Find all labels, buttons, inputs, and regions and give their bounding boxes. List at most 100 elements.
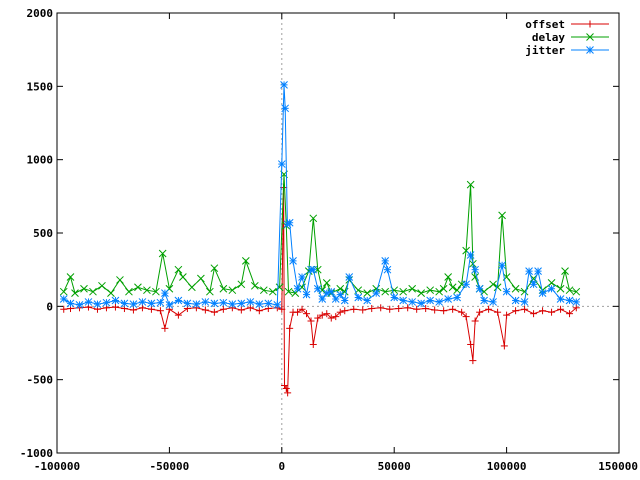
star-marker [502,287,511,296]
plus-marker [309,340,317,348]
plus-marker [557,305,565,313]
cross-marker [363,289,372,297]
star-marker [289,257,297,265]
cross-marker [466,180,475,189]
plus-marker [539,307,547,315]
star-marker [572,298,581,306]
cross-marker [498,211,506,220]
star-marker [586,46,594,54]
star-marker [511,296,520,305]
plus-marker [469,357,477,365]
plus-marker [278,305,286,313]
star-marker [525,267,533,275]
cross-marker [520,287,529,296]
plus-marker [512,307,520,315]
plus-marker [449,305,457,313]
star-marker [138,298,147,306]
star-marker [174,296,183,305]
cross-marker [66,273,75,281]
plus-marker [161,324,169,332]
cross-marker [399,287,408,296]
plus-marker [332,313,340,321]
star-marker [408,298,417,306]
cross-marker [174,265,183,274]
star-marker [264,299,273,308]
star-marker [298,273,306,281]
star-marker [565,296,574,305]
plus-marker [138,304,146,312]
cross-marker [71,289,79,297]
cross-marker [336,284,345,293]
plus-marker [458,308,466,316]
series-line-jitter [63,84,577,306]
x-tick-label: 50000 [378,460,411,473]
cross-marker [80,284,88,293]
cross-marker [241,257,250,265]
star-marker [309,265,318,274]
star-marker [129,300,138,308]
cross-marker [179,273,187,281]
star-marker [381,257,390,265]
star-marker [372,289,381,297]
star-marker [471,265,479,274]
star-marker [462,280,470,289]
plus-marker [368,305,376,313]
plus-marker [462,313,470,321]
legend-label-delay: delay [532,31,565,44]
plus-marker [282,384,290,392]
star-marker [354,293,363,302]
cross-marker [275,283,284,292]
cross-marker [439,284,448,293]
y-tick-label: 500 [33,227,53,240]
star-marker [417,299,426,308]
star-marker [538,289,547,297]
star-marker [210,299,219,308]
plus-marker [129,306,137,314]
cross-marker [284,287,293,296]
series-delay [59,170,581,297]
plus-marker [548,308,556,316]
cross-marker [143,286,151,295]
plus-marker [476,308,484,316]
plus-marker [280,382,288,390]
star-marker [228,300,237,308]
plus-marker [485,305,493,313]
zero-axes [57,13,619,453]
cross-marker [259,286,268,295]
star-marker [59,295,68,303]
star-marker [147,299,156,308]
plus-marker [60,305,68,313]
plus-marker [327,314,335,322]
series-offset [60,184,580,397]
plus-marker [341,307,349,315]
plus-marker [111,303,119,311]
star-marker [466,251,475,259]
cross-marker [228,286,237,295]
cross-marker [417,289,426,297]
plus-marker [471,317,479,325]
x-tick-label: 100000 [487,460,527,473]
star-marker [111,296,120,305]
plus-marker [210,308,218,316]
plus-marker [440,307,448,315]
star-marker [285,218,294,227]
plus-marker [284,389,292,397]
star-marker [156,298,165,307]
legend-label-offset: offset [525,18,565,31]
plus-marker [323,310,331,318]
plus-marker [503,311,511,319]
plot-frame [56,12,620,454]
cross-marker [586,33,594,41]
cross-marker [489,280,497,289]
cross-marker [250,281,259,290]
plus-marker [530,310,538,318]
star-marker [277,160,286,168]
cross-marker [188,283,196,292]
cross-marker [556,284,565,293]
plus-marker [386,305,394,313]
x-tick-label: 150000 [598,460,638,473]
plus-marker [431,306,439,314]
star-marker [345,273,354,281]
plus-marker [201,306,209,314]
